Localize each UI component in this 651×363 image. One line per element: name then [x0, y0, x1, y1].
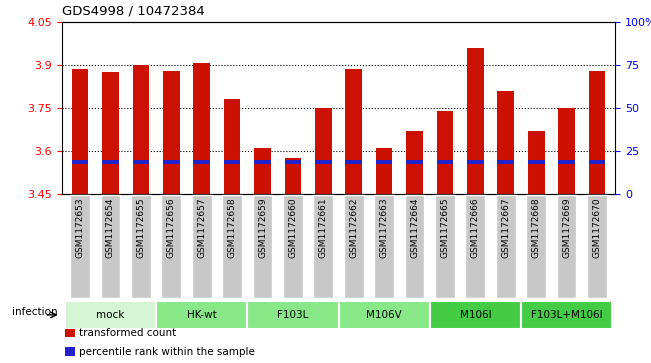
FancyBboxPatch shape: [430, 301, 521, 329]
Text: GDS4998 / 10472384: GDS4998 / 10472384: [62, 4, 204, 17]
Text: GSM1172663: GSM1172663: [380, 197, 389, 258]
FancyBboxPatch shape: [344, 195, 364, 298]
Bar: [72, 160, 89, 164]
Bar: [133, 160, 149, 164]
Text: GSM1172657: GSM1172657: [197, 197, 206, 258]
Bar: [346, 160, 362, 164]
Text: GSM1172670: GSM1172670: [592, 197, 602, 258]
Text: GSM1172665: GSM1172665: [441, 197, 449, 258]
Text: F103L: F103L: [277, 310, 309, 320]
FancyBboxPatch shape: [496, 195, 516, 298]
Bar: [65, 329, 75, 337]
Bar: [193, 160, 210, 164]
FancyBboxPatch shape: [526, 195, 546, 298]
Bar: [315, 160, 331, 164]
Bar: [467, 160, 484, 164]
Bar: [376, 160, 393, 164]
Bar: [102, 72, 119, 194]
FancyBboxPatch shape: [435, 195, 455, 298]
Bar: [163, 71, 180, 194]
Bar: [193, 64, 210, 194]
FancyBboxPatch shape: [101, 195, 120, 298]
Bar: [497, 91, 514, 194]
Bar: [284, 158, 301, 194]
Bar: [589, 160, 605, 164]
FancyBboxPatch shape: [131, 195, 151, 298]
FancyBboxPatch shape: [70, 195, 90, 298]
FancyBboxPatch shape: [465, 195, 485, 298]
Bar: [558, 160, 575, 164]
Bar: [437, 111, 453, 194]
Bar: [437, 160, 453, 164]
Bar: [406, 131, 423, 194]
FancyBboxPatch shape: [253, 195, 272, 298]
Bar: [254, 148, 271, 194]
Text: GSM1172661: GSM1172661: [319, 197, 328, 258]
Bar: [72, 69, 89, 194]
Text: GSM1172669: GSM1172669: [562, 197, 571, 258]
FancyBboxPatch shape: [374, 195, 394, 298]
Bar: [284, 160, 301, 164]
Bar: [589, 71, 605, 194]
Bar: [467, 48, 484, 194]
Text: GSM1172656: GSM1172656: [167, 197, 176, 258]
Bar: [406, 160, 423, 164]
Text: GSM1172668: GSM1172668: [532, 197, 540, 258]
Bar: [133, 65, 149, 194]
Text: transformed count: transformed count: [79, 328, 176, 338]
Bar: [315, 108, 331, 194]
Bar: [254, 160, 271, 164]
Text: GSM1172653: GSM1172653: [76, 197, 85, 258]
Bar: [163, 160, 180, 164]
Bar: [224, 99, 240, 194]
FancyBboxPatch shape: [587, 195, 607, 298]
Text: M106V: M106V: [367, 310, 402, 320]
Text: percentile rank within the sample: percentile rank within the sample: [79, 347, 255, 357]
FancyBboxPatch shape: [339, 301, 430, 329]
Bar: [497, 160, 514, 164]
FancyBboxPatch shape: [161, 195, 181, 298]
FancyBboxPatch shape: [405, 195, 424, 298]
Text: infection: infection: [12, 307, 58, 317]
FancyBboxPatch shape: [313, 195, 333, 298]
Bar: [528, 131, 544, 194]
Text: GSM1172667: GSM1172667: [501, 197, 510, 258]
Bar: [346, 69, 362, 194]
FancyBboxPatch shape: [521, 301, 612, 329]
Text: HK-wt: HK-wt: [187, 310, 217, 320]
Text: GSM1172658: GSM1172658: [228, 197, 236, 258]
FancyBboxPatch shape: [557, 195, 576, 298]
Text: GSM1172666: GSM1172666: [471, 197, 480, 258]
Bar: [102, 160, 119, 164]
FancyBboxPatch shape: [192, 195, 212, 298]
FancyBboxPatch shape: [156, 301, 247, 329]
Text: GSM1172655: GSM1172655: [137, 197, 145, 258]
Bar: [224, 160, 240, 164]
Text: GSM1172662: GSM1172662: [349, 197, 358, 258]
Text: M106I: M106I: [460, 310, 491, 320]
Bar: [65, 347, 75, 356]
Bar: [376, 148, 393, 194]
Bar: [558, 108, 575, 194]
Text: F103L+M106I: F103L+M106I: [531, 310, 602, 320]
FancyBboxPatch shape: [247, 301, 339, 329]
FancyBboxPatch shape: [222, 195, 242, 298]
Text: GSM1172664: GSM1172664: [410, 197, 419, 258]
Text: GSM1172654: GSM1172654: [106, 197, 115, 258]
Text: mock: mock: [96, 310, 125, 320]
FancyBboxPatch shape: [283, 195, 303, 298]
Text: GSM1172660: GSM1172660: [288, 197, 298, 258]
Text: GSM1172659: GSM1172659: [258, 197, 267, 258]
Bar: [528, 160, 544, 164]
FancyBboxPatch shape: [65, 301, 156, 329]
